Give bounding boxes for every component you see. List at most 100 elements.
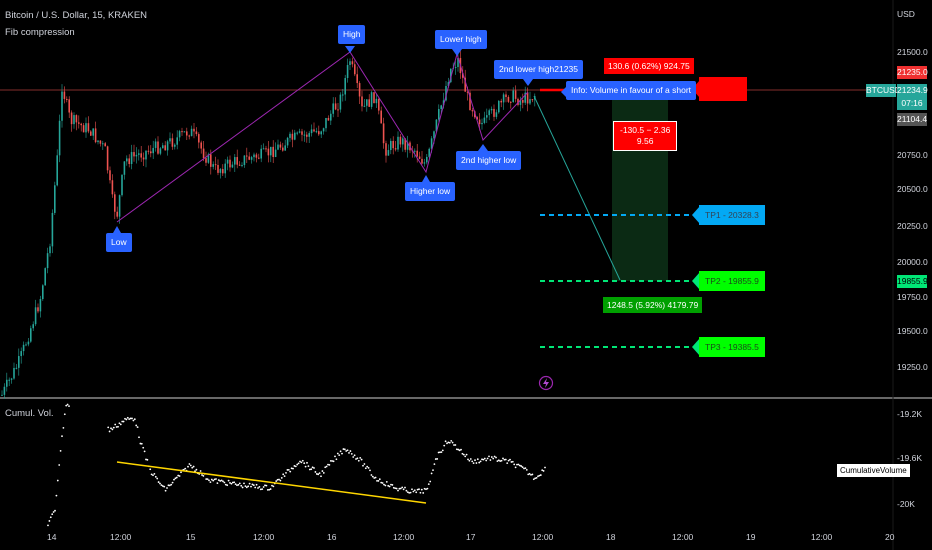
time-tick: 12:00 <box>811 532 833 542</box>
volume-dot <box>469 458 472 460</box>
candle-body <box>61 91 63 121</box>
candle-body <box>121 174 123 196</box>
volume-dot <box>509 458 511 461</box>
candle-body <box>90 131 92 136</box>
volume-dot <box>143 450 146 453</box>
volume-dot <box>511 460 514 463</box>
candle-body <box>327 117 330 121</box>
candle-body <box>138 153 140 155</box>
volume-dot <box>530 473 532 476</box>
candle-body <box>529 99 531 104</box>
volume-dot <box>349 450 352 452</box>
volume-dot <box>385 480 388 483</box>
volume-dot <box>209 481 212 484</box>
candle-body <box>414 150 416 152</box>
volume-dot <box>371 475 374 478</box>
volume-dot <box>474 459 476 462</box>
info-tag[interactable]: Info: Volume in favour of a short <box>566 81 697 100</box>
volume-dot <box>160 484 163 487</box>
candle-body <box>421 158 423 164</box>
volume-dot <box>422 492 425 494</box>
candle-body <box>34 307 37 325</box>
volume-dot <box>286 469 289 471</box>
tp2-flag[interactable]: TP2 - 19855.9 <box>699 271 765 291</box>
volume-dot <box>135 424 138 427</box>
time-tick: 14 <box>47 532 57 542</box>
second-lower-high-tag[interactable]: 2nd lower high21235 <box>494 60 583 79</box>
high-tag[interactable]: High <box>338 25 366 44</box>
lightning-icon[interactable] <box>538 375 554 391</box>
candle-body <box>402 138 404 145</box>
volume-dot <box>339 450 342 453</box>
target-label[interactable]: 1248.5 (5.92%) 4179.79 <box>603 297 703 313</box>
candle-body <box>522 100 524 103</box>
volume-pane-title[interactable]: Cumul. Vol. <box>5 408 54 419</box>
price-tick: 20500.0 <box>897 184 928 194</box>
tp3-flag[interactable]: TP3 - 19385.5 <box>699 337 765 357</box>
candle-body <box>248 156 250 160</box>
indicator-title[interactable]: Fib compression <box>5 27 75 38</box>
low-pointer <box>113 226 121 233</box>
volume-dot <box>493 455 496 458</box>
volume-dot <box>355 458 357 460</box>
volume-dot <box>322 472 325 474</box>
volume-dot <box>411 488 413 491</box>
risk-label[interactable]: 130.6 (0.62%) 924.75 <box>604 58 694 74</box>
candle-body <box>426 156 428 163</box>
volume-dot <box>373 477 376 479</box>
volume-dot <box>150 473 153 476</box>
candle-body <box>378 98 380 111</box>
candle-body <box>238 164 241 166</box>
volume-dot <box>404 486 406 489</box>
volume-dot <box>217 479 220 481</box>
candle-body <box>154 141 157 148</box>
volume-dot <box>121 420 124 423</box>
candle-body <box>73 115 75 125</box>
time-tick: 12:00 <box>110 532 132 542</box>
candle-body <box>284 145 286 151</box>
volume-dot <box>269 488 272 490</box>
volume-dot <box>257 487 259 489</box>
price-candles <box>1 50 536 399</box>
lower-high-tag[interactable]: Lower high <box>435 30 487 49</box>
low-tag[interactable]: Low <box>106 233 132 252</box>
higher-low-tag[interactable]: Higher low <box>405 182 456 201</box>
second-higher-low-tag[interactable]: 2nd higher low <box>456 151 522 170</box>
tp1-flag[interactable]: TP1 - 20328.3 <box>699 205 765 225</box>
volume-dot <box>415 491 418 494</box>
candle-body <box>282 147 284 151</box>
volume-dot <box>408 491 411 494</box>
pnl-box[interactable]: -130.5 − 2.36 9.56 <box>613 121 678 151</box>
volume-dot <box>132 419 135 422</box>
candle-body <box>42 285 44 300</box>
volume-dot <box>518 464 521 467</box>
candle-body <box>433 131 435 139</box>
candle-body <box>217 164 219 173</box>
candle-body <box>298 131 301 133</box>
candle-body <box>450 68 452 83</box>
candle-body <box>18 356 20 368</box>
candle-body <box>469 92 471 111</box>
volume-dot <box>394 487 397 490</box>
candle-body <box>222 169 224 174</box>
tp1-flag-arrow <box>692 206 700 224</box>
volume-tick: -20K <box>897 499 915 509</box>
candle-body <box>382 123 385 144</box>
candle-body <box>30 328 32 342</box>
volume-dot <box>124 417 126 420</box>
candle-body <box>294 132 296 140</box>
volume-dot <box>112 426 115 429</box>
candle-body <box>226 159 229 164</box>
stop-flag[interactable] <box>699 77 747 101</box>
symbol-title[interactable]: Bitcoin / U.S. Dollar, 15, KRAKEN <box>5 10 148 21</box>
volume-dot <box>460 448 462 451</box>
candle-body <box>493 108 495 117</box>
candle-body <box>176 137 178 145</box>
candle-body <box>80 123 82 126</box>
volume-dot <box>201 474 203 476</box>
candle-body <box>44 268 46 286</box>
candle-body <box>332 103 334 114</box>
volume-dot <box>136 426 139 429</box>
candle-body <box>315 131 318 133</box>
